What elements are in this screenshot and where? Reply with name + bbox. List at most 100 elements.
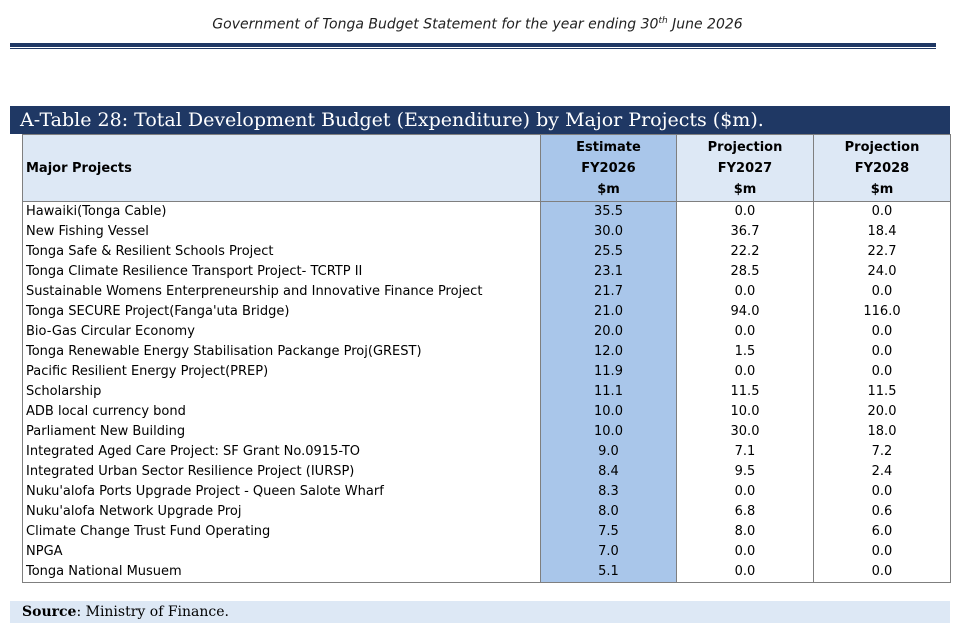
table-row: Tonga National Musuem 5.1 0.0 0.0 xyxy=(22,562,951,583)
column-header-projection-fy2027: Projection FY2027 $m xyxy=(676,134,814,202)
header-text: Government of Tonga Budget Statement for… xyxy=(212,16,659,33)
project-name-cell: Scholarship xyxy=(22,382,541,402)
fy2028-projection-cell: 0.0 xyxy=(813,282,951,302)
fy2028-projection-cell: 7.2 xyxy=(813,442,951,462)
fy2028-projection-cell: 6.0 xyxy=(813,522,951,542)
table-row: Pacific Resilient Energy Project(PREP) 11… xyxy=(22,362,951,382)
fy2027-projection-cell: 30.0 xyxy=(676,422,814,442)
fy2028-projection-cell: 0.0 xyxy=(813,201,951,222)
fy2027-projection-cell: 0.0 xyxy=(676,201,814,222)
fy2027-projection-cell: 1.5 xyxy=(676,342,814,362)
column-header-major-projects: Major Projects xyxy=(22,134,541,202)
header-line: FY2028 xyxy=(854,160,910,176)
table-row: NPGA 7.0 0.0 0.0 xyxy=(22,542,951,562)
fy2028-projection-cell: 0.0 xyxy=(813,542,951,562)
table-row: Tonga Safe & Resilient Schools Project 25… xyxy=(22,242,951,262)
header-line: Projection xyxy=(707,139,783,155)
table-row: Integrated Aged Care Project: SF Grant N… xyxy=(22,442,951,462)
fy2028-projection-cell: 0.0 xyxy=(813,562,951,583)
fy2026-estimate-cell: 35.5 xyxy=(540,201,677,222)
project-name-cell: Hawaiki(Tonga Cable) xyxy=(22,201,541,222)
table-row: Scholarship 11.1 11.5 11.5 xyxy=(22,382,951,402)
fy2026-estimate-cell: 30.0 xyxy=(540,222,677,242)
project-name-cell: NPGA xyxy=(22,542,541,562)
fy2026-estimate-cell: 7.5 xyxy=(540,522,677,542)
header-text-end: June 2026 xyxy=(667,16,743,33)
fy2028-projection-cell: 2.4 xyxy=(813,462,951,482)
fy2026-estimate-cell: 21.7 xyxy=(540,282,677,302)
header-line: Estimate xyxy=(576,139,641,155)
project-name-cell: Tonga Safe & Resilient Schools Project xyxy=(22,242,541,262)
table-row: Parliament New Building 10.0 30.0 18.0 xyxy=(22,422,951,442)
fy2028-projection-cell: 20.0 xyxy=(813,402,951,422)
table-header-row: Major Projects Estimate FY2026 $m Projec… xyxy=(22,134,951,202)
header-line: Projection xyxy=(844,139,920,155)
source-label: Source xyxy=(22,604,77,620)
fy2027-projection-cell: 0.0 xyxy=(676,322,814,342)
fy2027-projection-cell: 22.2 xyxy=(676,242,814,262)
fy2028-projection-cell: 0.0 xyxy=(813,482,951,502)
fy2028-projection-cell: 18.4 xyxy=(813,222,951,242)
fy2026-estimate-cell: 8.3 xyxy=(540,482,677,502)
project-name-cell: Bio-Gas Circular Economy xyxy=(22,322,541,342)
header-rule-thin xyxy=(10,48,936,49)
table-row: Tonga SECURE Project(Fanga'uta Bridge) 21… xyxy=(22,302,951,322)
fy2026-estimate-cell: 11.1 xyxy=(540,382,677,402)
fy2027-projection-cell: 36.7 xyxy=(676,222,814,242)
fy2026-estimate-cell: 7.0 xyxy=(540,542,677,562)
fy2026-estimate-cell: 10.0 xyxy=(540,402,677,422)
fy2026-estimate-cell: 5.1 xyxy=(540,562,677,583)
fy2026-estimate-cell: 21.0 xyxy=(540,302,677,322)
table-row: New Fishing Vessel 30.0 36.7 18.4 xyxy=(22,222,951,242)
fy2026-estimate-cell: 8.4 xyxy=(540,462,677,482)
fy2026-estimate-cell: 11.9 xyxy=(540,362,677,382)
project-name-cell: Sustainable Womens Enterpreneurship and … xyxy=(22,282,541,302)
fy2026-estimate-cell: 9.0 xyxy=(540,442,677,462)
source-note: Source: Ministry of Finance. xyxy=(10,601,950,623)
header-rule-thick xyxy=(10,43,936,47)
fy2027-projection-cell: 0.0 xyxy=(676,542,814,562)
fy2028-projection-cell: 24.0 xyxy=(813,262,951,282)
fy2026-estimate-cell: 25.5 xyxy=(540,242,677,262)
fy2027-projection-cell: 0.0 xyxy=(676,282,814,302)
project-name-cell: New Fishing Vessel xyxy=(22,222,541,242)
fy2027-projection-cell: 10.0 xyxy=(676,402,814,422)
header-line: FY2027 xyxy=(717,160,773,176)
header-line: $m xyxy=(597,181,620,197)
project-name-cell: Integrated Aged Care Project: SF Grant N… xyxy=(22,442,541,462)
fy2028-projection-cell: 0.0 xyxy=(813,342,951,362)
fy2027-projection-cell: 94.0 xyxy=(676,302,814,322)
fy2026-estimate-cell: 10.0 xyxy=(540,422,677,442)
fy2027-projection-cell: 8.0 xyxy=(676,522,814,542)
column-header-estimate: Estimate FY2026 $m xyxy=(540,134,677,202)
table-row: ADB local currency bond 10.0 10.0 20.0 xyxy=(22,402,951,422)
fy2028-projection-cell: 0.0 xyxy=(813,322,951,342)
table-row: Climate Change Trust Fund Operating 7.5 8.… xyxy=(22,522,951,542)
fy2028-projection-cell: 116.0 xyxy=(813,302,951,322)
project-name-cell: Pacific Resilient Energy Project(PREP) xyxy=(22,362,541,382)
table-row: Integrated Urban Sector Resilience Proje… xyxy=(22,462,951,482)
fy2028-projection-cell: 0.0 xyxy=(813,362,951,382)
fy2027-projection-cell: 7.1 xyxy=(676,442,814,462)
table-row: Hawaiki(Tonga Cable) 35.5 0.0 0.0 xyxy=(22,201,951,222)
header-line: $m xyxy=(870,181,894,197)
fy2028-projection-cell: 18.0 xyxy=(813,422,951,442)
table-row: Nuku'alofa Network Upgrade Proj 8.0 6.8 0.6 xyxy=(22,502,951,522)
fy2027-projection-cell: 28.5 xyxy=(676,262,814,282)
project-name-cell: Climate Change Trust Fund Operating xyxy=(22,522,541,542)
fy2026-estimate-cell: 8.0 xyxy=(540,502,677,522)
column-header-projection-fy2028: Projection FY2028 $m xyxy=(813,134,951,202)
header-line: FY2026 xyxy=(581,160,636,176)
project-name-cell: Integrated Urban Sector Resilience Proje… xyxy=(22,462,541,482)
fy2027-projection-cell: 11.5 xyxy=(676,382,814,402)
source-text: : Ministry of Finance. xyxy=(76,604,229,620)
fy2028-projection-cell: 11.5 xyxy=(813,382,951,402)
fy2026-estimate-cell: 23.1 xyxy=(540,262,677,282)
fy2028-projection-cell: 0.6 xyxy=(813,502,951,522)
project-name-cell: Parliament New Building xyxy=(22,422,541,442)
project-name-cell: Nuku'alofa Network Upgrade Proj xyxy=(22,502,541,522)
fy2026-estimate-cell: 12.0 xyxy=(540,342,677,362)
project-name-cell: ADB local currency bond xyxy=(22,402,541,422)
project-name-cell: Tonga SECURE Project(Fanga'uta Bridge) xyxy=(22,302,541,322)
project-name-cell: Nuku'alofa Ports Upgrade Project - Queen… xyxy=(22,482,541,502)
